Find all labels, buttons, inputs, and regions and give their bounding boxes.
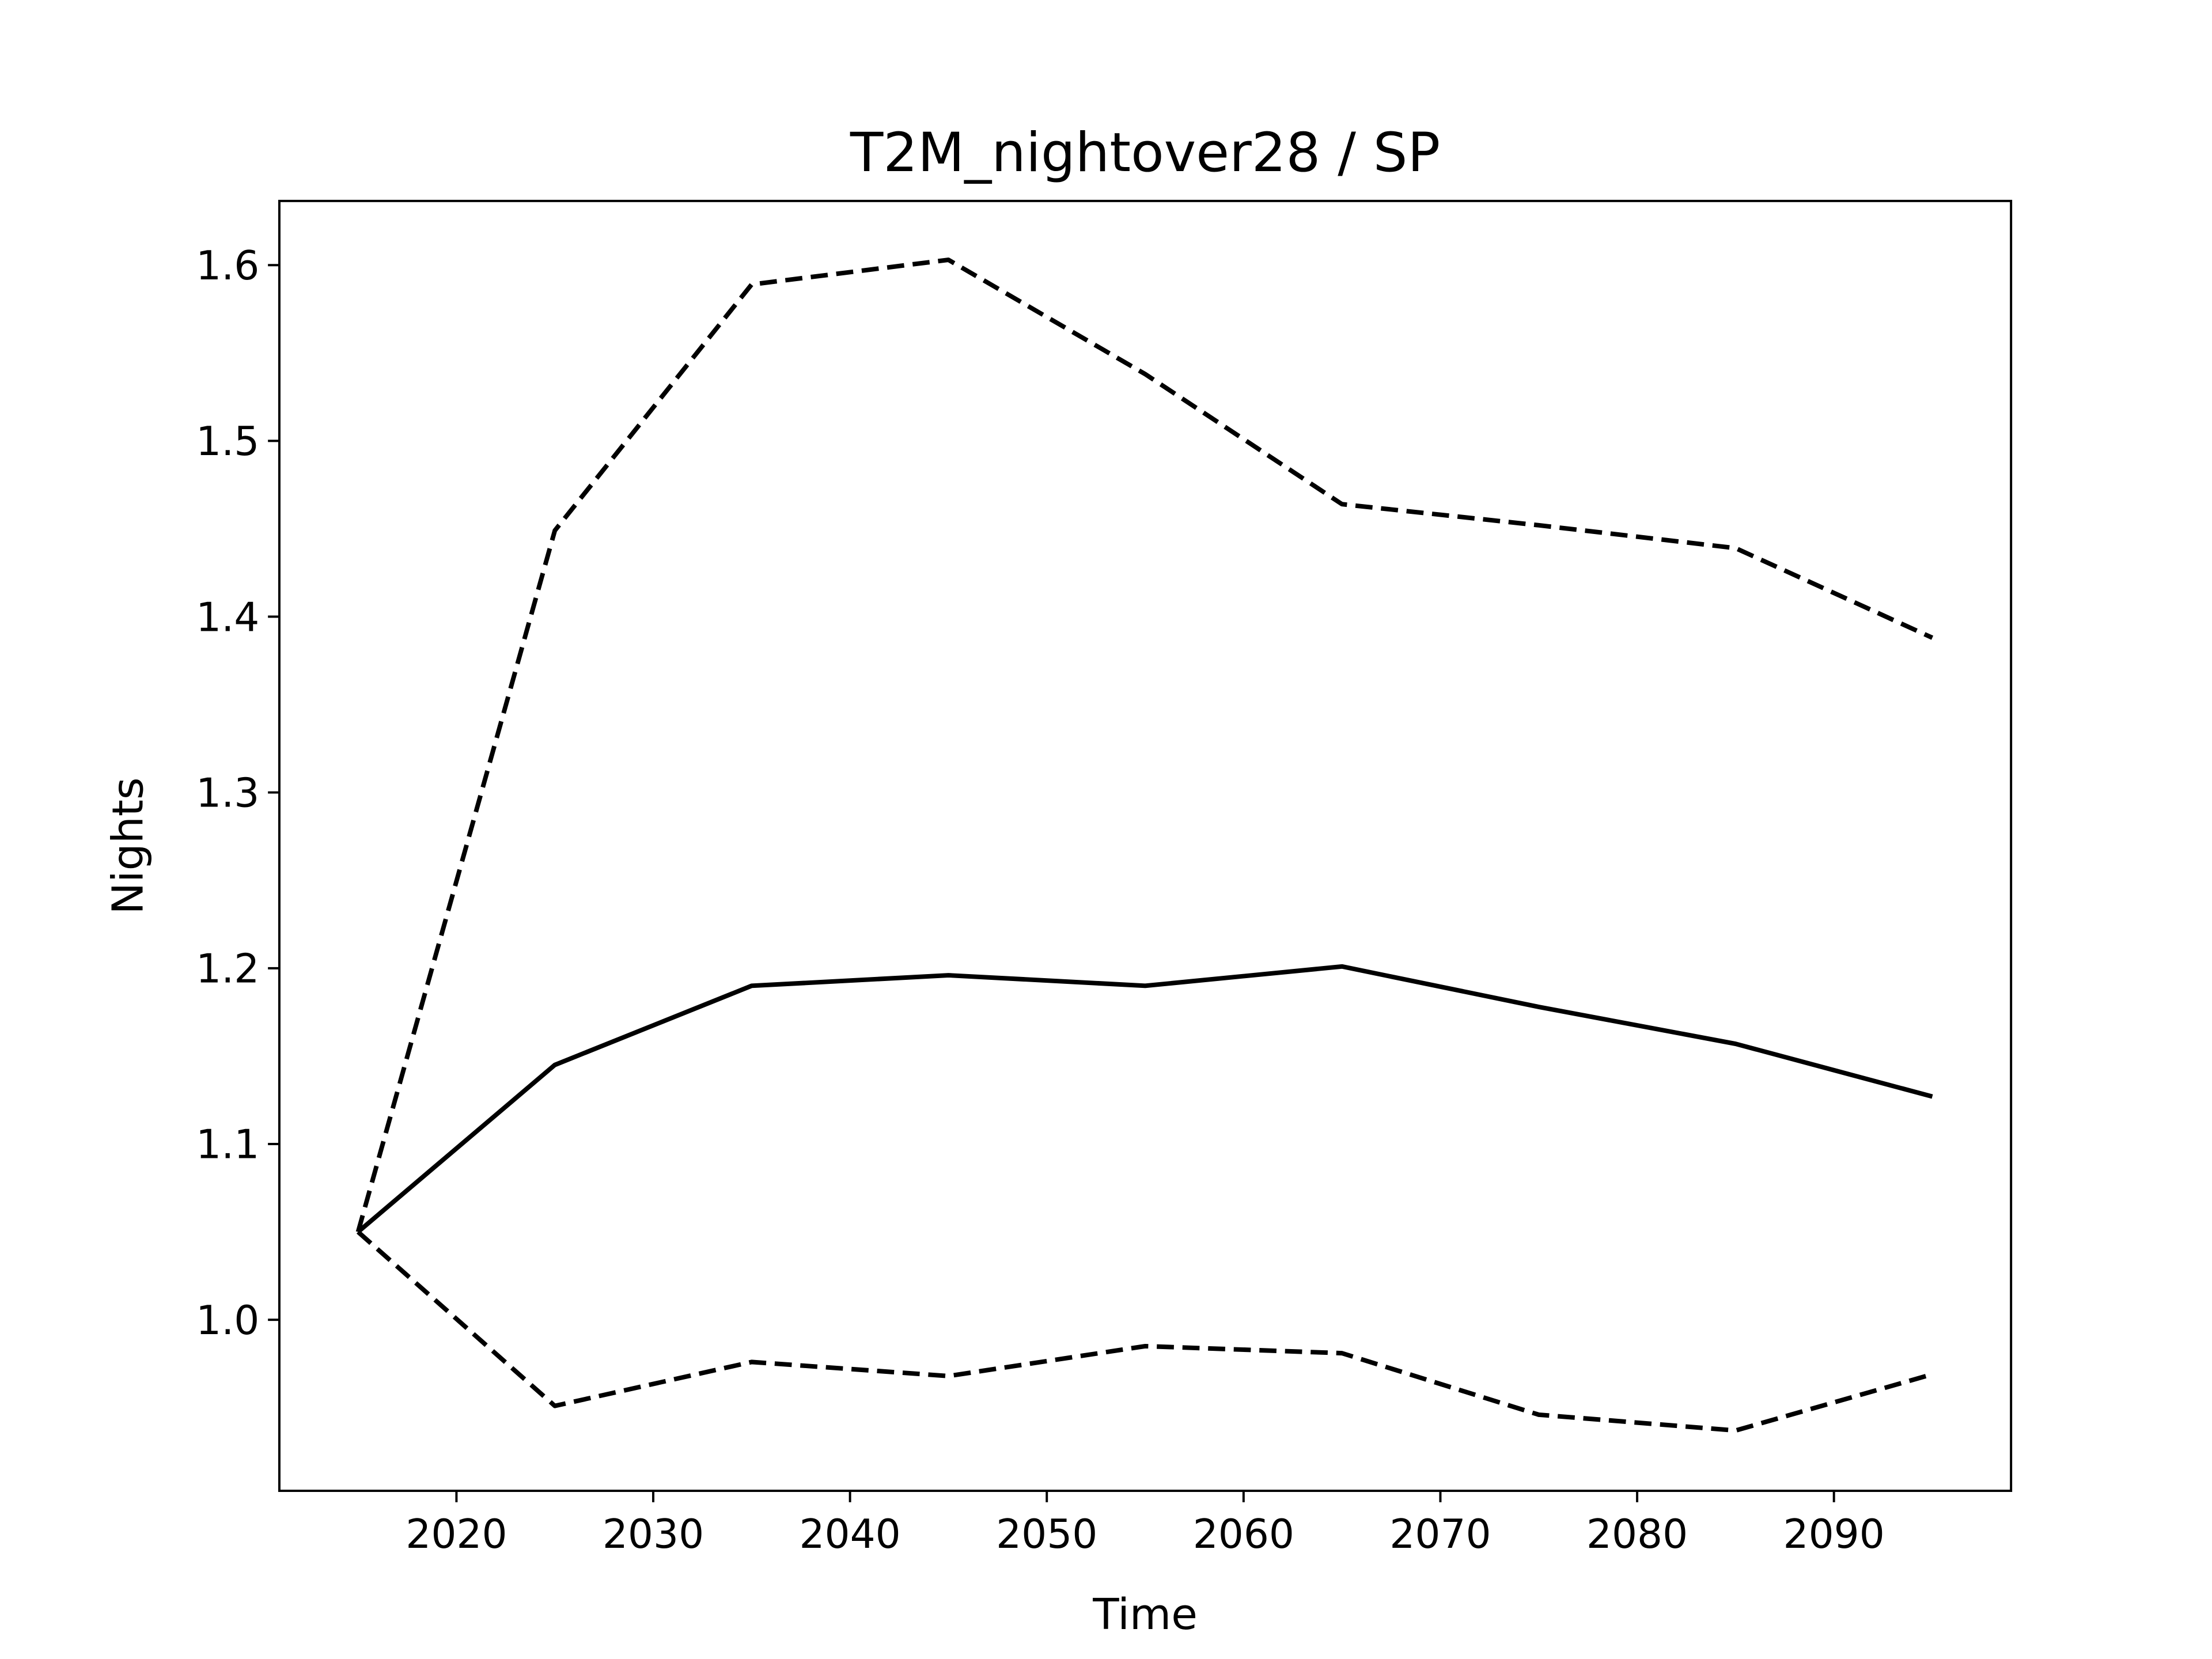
series-line — [355, 257, 1934, 1233]
y-tick-label: 1.6 — [196, 243, 259, 289]
x-tick-label: 2080 — [1586, 1512, 1688, 1558]
y-tick-label: 1.3 — [196, 770, 259, 816]
plot-frame — [278, 199, 2013, 1493]
x-tick-label: 2040 — [799, 1512, 900, 1558]
y-tick-label: 1.5 — [196, 419, 259, 465]
x-tick-label: 2090 — [1783, 1512, 1885, 1558]
y-tick-label: 1.4 — [196, 594, 259, 641]
x-tick-label: 2020 — [406, 1512, 507, 1558]
x-tick-label: 2060 — [1193, 1512, 1294, 1558]
y-tick-label: 1.1 — [196, 1122, 259, 1168]
series-line — [356, 1230, 1933, 1433]
y-tick-label: 1.0 — [196, 1298, 259, 1344]
x-tick-label: 2070 — [1389, 1512, 1491, 1558]
chart-title: T2M_nightover28 / SP — [850, 122, 1440, 184]
y-tick-label: 1.2 — [196, 946, 259, 993]
x-axis-label: Time — [1092, 1589, 1198, 1639]
y-axis-label: Nights — [103, 777, 153, 914]
series-line — [357, 964, 1933, 1234]
x-tick-label: 2030 — [603, 1512, 704, 1558]
x-tick-label: 2050 — [996, 1512, 1097, 1558]
